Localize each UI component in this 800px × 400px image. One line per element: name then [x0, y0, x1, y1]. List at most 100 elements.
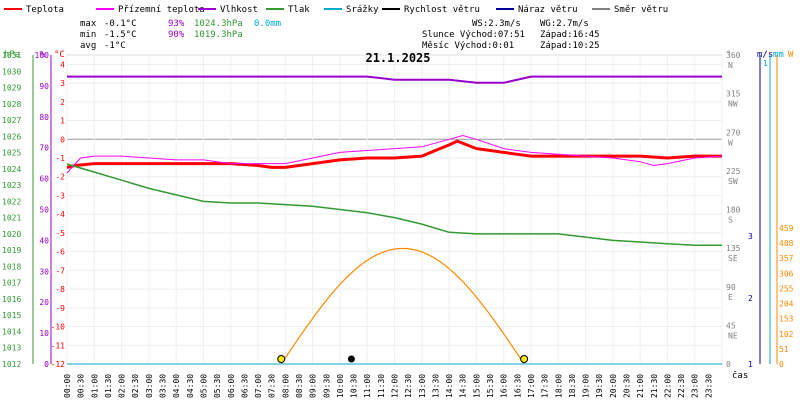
- time-tick-label: 12:00: [391, 374, 400, 398]
- hpa-tick-label: 1017: [2, 279, 21, 288]
- c-tick-label: -7: [55, 266, 65, 275]
- dir-tick-deg: 135: [726, 244, 741, 253]
- time-tick-label: 05:00: [199, 374, 208, 398]
- time-tick-label: 23:30: [704, 374, 713, 398]
- time-tick-label: 10:30: [350, 374, 359, 398]
- time-tick-label: 17:30: [541, 374, 550, 398]
- stats-temp: -1°C: [104, 41, 126, 51]
- mm-tick-label: 1: [763, 59, 768, 68]
- c-tick-label: -6: [55, 248, 65, 257]
- c-tick-label: -11: [51, 341, 66, 350]
- time-tick-label: 09:30: [322, 374, 331, 398]
- legend-label: Přízemní teplota: [118, 5, 205, 15]
- hpa-unit: hPa: [4, 50, 20, 60]
- time-tick-label: 21:30: [650, 374, 659, 398]
- hpa-tick-label: 1020: [2, 230, 21, 239]
- chart-title: 21.1.2025: [365, 51, 430, 65]
- pct-tick-label: 10: [39, 329, 49, 338]
- info-moon-set: Západ:10:25: [540, 41, 600, 51]
- info-sun-set: Západ:16:45: [540, 30, 600, 40]
- hpa-tick-label: 1016: [2, 295, 21, 304]
- hpa-tick-label: 1021: [2, 214, 21, 223]
- legend-label: Teplota: [26, 5, 64, 15]
- w-tick-label: 0: [779, 360, 784, 369]
- w-tick-label: 204: [779, 300, 794, 309]
- w-tick-label: 255: [779, 284, 794, 293]
- stats-label: avg: [80, 41, 96, 51]
- time-tick-label: 06:30: [240, 374, 249, 398]
- c-tick-label: -5: [55, 229, 65, 238]
- plot-area: 21.1.2025: [66, 51, 723, 365]
- info-moon-rise: Měsíc Východ:0:01: [422, 41, 514, 51]
- dir-tick-name: SE: [728, 254, 738, 263]
- w-tick-label: 102: [779, 330, 794, 339]
- hpa-tick-label: 1025: [2, 149, 21, 158]
- time-tick-label: 08:00: [281, 374, 290, 398]
- time-tick-label: 01:30: [104, 374, 113, 398]
- time-tick-label: 07:00: [254, 374, 263, 398]
- pct-tick-label: 20: [39, 298, 49, 307]
- legend-label: Tlak: [288, 5, 310, 15]
- stats-humidity: 90%: [168, 30, 185, 40]
- hpa-tick-label: 1028: [2, 100, 21, 109]
- hpa-tick-label: 1014: [2, 327, 21, 336]
- legend-label: Náraz větru: [518, 5, 578, 15]
- time-tick-label: 20:00: [609, 374, 618, 398]
- dir-tick-name: N: [728, 61, 733, 70]
- time-tick-label: 07:30: [268, 374, 277, 398]
- hpa-tick-label: 1015: [2, 311, 21, 320]
- hpa-tick-label: 1012: [2, 360, 21, 369]
- c-tick-label: 2: [60, 98, 65, 107]
- time-axis-label: čas: [732, 370, 748, 381]
- time-tick-label: 10:00: [336, 374, 345, 398]
- time-tick-label: 15:00: [472, 374, 481, 398]
- c-tick-label: -2: [55, 173, 65, 182]
- dir-tick-name: SW: [728, 177, 738, 186]
- time-tick-label: 04:30: [186, 374, 195, 398]
- stats-humidity: 93%: [168, 19, 185, 29]
- time-tick-label: 13:30: [431, 374, 440, 398]
- time-tick-label: 16:00: [500, 374, 509, 398]
- series-vlhkost: [67, 75, 722, 84]
- c-tick-label: -4: [55, 210, 65, 219]
- pct-tick-label: 90: [39, 82, 49, 91]
- time-tick-label: 14:00: [445, 374, 454, 398]
- hpa-tick-label: 1018: [2, 262, 21, 271]
- w-tick-label: 408: [779, 239, 794, 248]
- c-tick-label: -12: [51, 360, 66, 369]
- c-tick-label: -3: [55, 191, 65, 200]
- info-wg: WG:2.7m/s: [540, 19, 589, 29]
- time-tick-label: 12:30: [404, 374, 413, 398]
- dir-tick-name: NW: [728, 100, 738, 109]
- time-tick-label: 09:00: [309, 374, 318, 398]
- info-ws: WS:2.3m/s: [472, 19, 521, 29]
- w-tick-label: 51: [779, 345, 789, 354]
- deg-unit: °: [726, 50, 731, 60]
- time-tick-label: 18:00: [554, 374, 563, 398]
- legend-label: Směr větru: [614, 5, 668, 15]
- stats-temp: -1.5°C: [104, 30, 137, 40]
- series-p--zemn--teplota: [66, 134, 723, 174]
- legend-label: Vlhkost: [220, 5, 258, 15]
- mm-unit: mm: [773, 50, 784, 60]
- left-axes: hPa% °C1031103010291028102710261025102410…: [2, 50, 68, 369]
- time-tick-label: 20:30: [622, 374, 631, 398]
- hpa-tick-label: 1019: [2, 246, 21, 255]
- c-tick-label: -8: [55, 285, 65, 294]
- pct-unit: %: [40, 50, 46, 60]
- dir-tick-deg: 315: [726, 90, 741, 99]
- info-sun-rise: Slunce Východ:07:51: [422, 30, 525, 40]
- pct-tick-label: 0: [44, 360, 49, 369]
- ms-unit: m/s: [757, 50, 773, 60]
- hpa-tick-label: 1026: [2, 132, 21, 141]
- dir-tick-name: E: [728, 293, 733, 302]
- dir-tick-deg: 0: [726, 360, 731, 369]
- time-tick-label: 00:00: [63, 374, 72, 398]
- pct-tick-label: 30: [39, 267, 49, 276]
- stats-temp: -0.1°C: [104, 19, 137, 29]
- right-axes: ° m/s mm W360N315NW270W225SW180S135SE90E45N…: [726, 50, 794, 369]
- hpa-tick-label: 1030: [2, 67, 21, 76]
- stats-pressure: 1019.3hPa: [194, 30, 243, 40]
- c-unit: °C: [54, 50, 65, 60]
